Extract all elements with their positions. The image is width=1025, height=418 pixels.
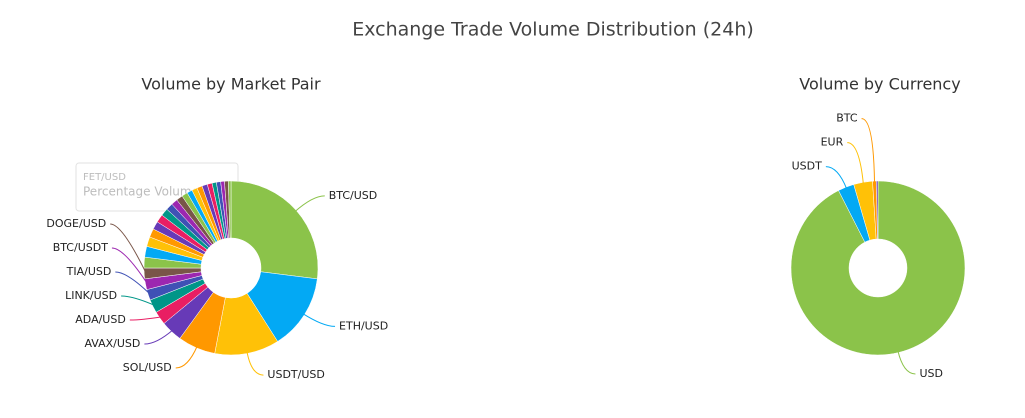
pie-slice [230, 180, 319, 280]
leader-line [115, 271, 151, 295]
leader-line [294, 195, 325, 213]
slice-label: USDT [792, 160, 823, 173]
slice-label: USD [919, 367, 943, 380]
slice-label: DOGE/USD [46, 217, 106, 230]
leader-line [111, 247, 148, 285]
slice-label: BTC/USDT [53, 241, 109, 254]
leader-line [861, 118, 876, 184]
slice-label: ETH/USD [339, 319, 388, 332]
leader-line [110, 223, 147, 274]
leader-line [246, 351, 264, 376]
chart-title: Volume by Currency [799, 75, 960, 94]
slice-label: BTC [836, 112, 858, 125]
slice-label: SOL/USD [123, 361, 172, 374]
leader-line [302, 313, 336, 327]
leader-line [144, 329, 174, 345]
tooltip-text: Percentage Volume [83, 185, 199, 199]
leader-line [121, 295, 155, 306]
slice-label: AVAX/USD [84, 337, 140, 350]
leader-line [825, 166, 848, 190]
pie-slice [228, 180, 232, 239]
chart-title: Volume by Market Pair [141, 75, 321, 94]
slice-label: BTC/USD [329, 189, 378, 202]
slice-label: LINK/USD [65, 289, 117, 302]
pie-slice [876, 180, 879, 240]
leader-line [175, 345, 198, 369]
leader-line [129, 316, 162, 321]
slice-label: USDT/USD [267, 368, 324, 381]
leader-line [897, 350, 916, 375]
slice-label: ADA/USD [75, 313, 126, 326]
tooltip-title: FET/USD [83, 172, 126, 183]
leader-line [847, 142, 864, 185]
slice-label: TIA/USD [66, 265, 112, 278]
page-title: Exchange Trade Volume Distribution (24h) [352, 19, 754, 41]
slice-label: EUR [821, 136, 844, 149]
